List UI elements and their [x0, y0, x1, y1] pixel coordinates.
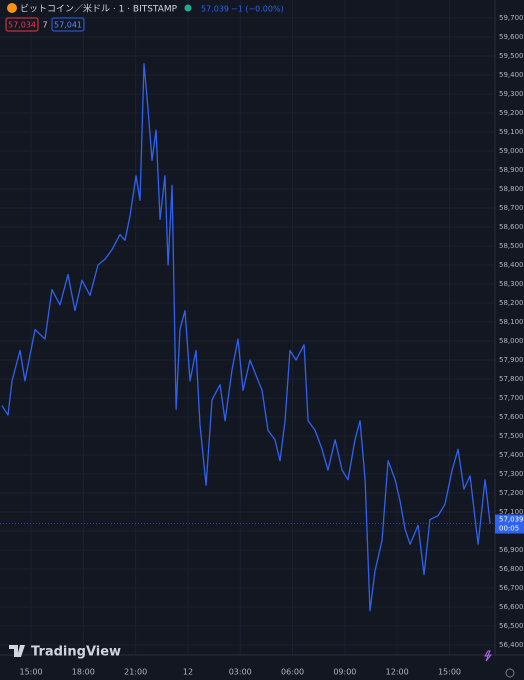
- y-tick-label: 56,500: [499, 622, 524, 630]
- y-tick-label: 58,900: [499, 166, 524, 174]
- y-tick-label: 56,800: [499, 565, 524, 573]
- price-tag-label: 57,039: [499, 516, 524, 524]
- y-tick-label: 59,400: [499, 71, 524, 79]
- y-tick-label: 59,700: [499, 14, 524, 22]
- y-tick-label: 56,600: [499, 603, 524, 611]
- y-tick-label: 59,500: [499, 52, 524, 60]
- y-tick-label: 57,400: [499, 451, 524, 459]
- y-tick-label: 58,000: [499, 337, 524, 345]
- x-tick-label: 03:00: [229, 668, 252, 677]
- y-tick-label: 56,400: [499, 641, 524, 649]
- y-tick-label: 59,200: [499, 109, 524, 117]
- status-dot: [184, 4, 192, 12]
- x-tick-label: 12:00: [386, 668, 409, 677]
- plot: [0, 62, 495, 612]
- x-tick-label: 15:00: [20, 668, 43, 677]
- bid-box[interactable]: [5, 17, 39, 32]
- logo-icon: [9, 645, 25, 657]
- y-tick-label: 57,100: [499, 508, 524, 516]
- y-tick-label: 57,300: [499, 470, 524, 478]
- x-tick-label: 09:00: [333, 668, 356, 677]
- y-tick-label: 58,600: [499, 223, 524, 231]
- y-tick-label: 57,200: [499, 489, 524, 497]
- y-tick-label: 57,800: [499, 375, 524, 383]
- ask[interactable]: 57,041: [54, 21, 82, 30]
- change: −1 (−0.00%): [231, 5, 284, 14]
- bid[interactable]: 57,034: [8, 21, 36, 30]
- logo-text[interactable]: TradingView: [31, 645, 121, 660]
- x-tick-label: 12: [183, 668, 193, 677]
- y-tick-label: 56,700: [499, 584, 524, 592]
- settings-icon[interactable]: [505, 668, 515, 678]
- x-tick-label: 18:00: [72, 668, 95, 677]
- price-tag: [495, 514, 524, 534]
- y-tick-label: 57,900: [499, 356, 524, 364]
- y-tick-label: 59,300: [499, 90, 524, 98]
- y-tick-label: 57,600: [499, 413, 524, 421]
- price-tag-countdown: 00:05: [499, 525, 519, 533]
- x-tick-label: 06:00: [281, 668, 304, 677]
- lightning-icon[interactable]: [484, 650, 493, 662]
- y-tick-label: 58,300: [499, 280, 524, 288]
- y-tick-label: 58,500: [499, 242, 524, 250]
- y-tick-label: 58,400: [499, 261, 524, 269]
- y-tick-label: 57,700: [499, 394, 524, 402]
- last-price: 57,039: [201, 5, 229, 14]
- y-tick-label: 58,100: [499, 318, 524, 326]
- symbol: ビットコイン／米ドル · 1 · BITSTAMP: [20, 3, 178, 15]
- coin-icon: [7, 3, 17, 13]
- y-tick-label: 58,700: [499, 204, 524, 212]
- x-tick-label: 15:00: [438, 668, 461, 677]
- y-tick-label: 59,600: [499, 33, 524, 41]
- x-tick-label: 21:00: [124, 668, 147, 677]
- spread: 7: [42, 21, 47, 30]
- y-tick-label: 58,200: [499, 299, 524, 307]
- price-line: [1, 62, 491, 612]
- grid: [0, 0, 495, 655]
- y-tick-label: 56,900: [499, 546, 524, 554]
- y-tick-label: 59,000: [499, 147, 524, 155]
- y-tick-label: 59,100: [499, 128, 524, 136]
- y-tick-label: 57,500: [499, 432, 524, 440]
- ask-box[interactable]: [51, 17, 85, 32]
- y-tick-label: 58,800: [499, 185, 524, 193]
